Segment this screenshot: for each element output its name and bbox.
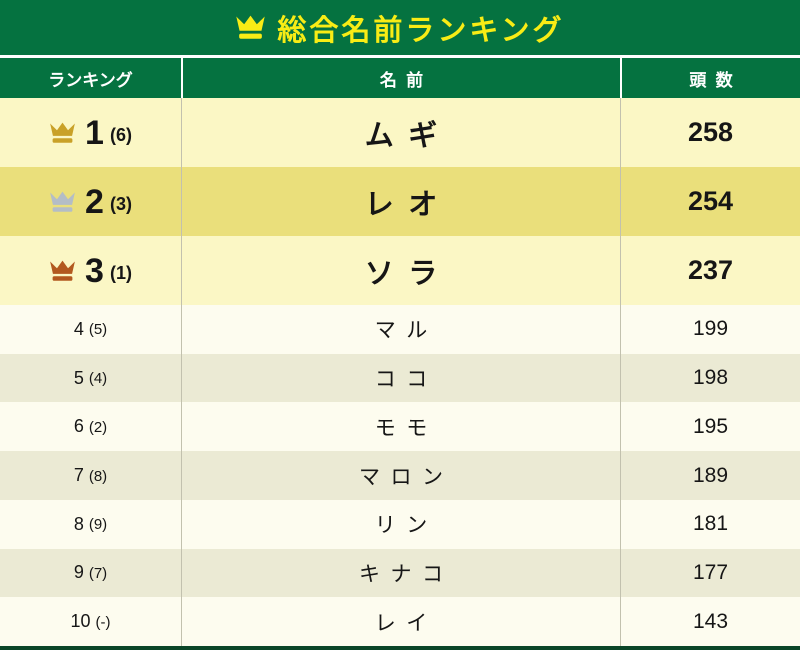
crown-icon [236,15,266,39]
count-cell: 237 [620,236,800,305]
head-count: 258 [687,117,734,147]
crown-gold-icon [50,122,75,143]
pet-name: キナコ [359,562,454,586]
pet-name: マロン [359,465,454,489]
count-cell: 198 [620,353,800,403]
head-count: 181 [692,512,729,536]
table-row: 1 (6) ムギ 258 [0,98,800,167]
previous-rank: (8) [88,467,108,485]
name-cell: ムギ [181,98,620,167]
divider-line [0,55,800,58]
head-count: 198 [692,366,729,390]
column-header-count-label: 頭数 [689,70,743,90]
rank-cell: 7 (8) [0,451,181,500]
pet-name: ココ [374,368,438,392]
crown-silver-icon [50,191,75,212]
head-count: 195 [692,414,729,438]
table-row: 6 (2) モモ 195 [0,402,800,452]
head-count: 254 [687,186,734,216]
head-count: 199 [692,317,729,341]
pet-name: ムギ [364,119,452,152]
name-cell: レオ [181,167,620,236]
rank-number: 5 [73,367,84,388]
count-cell: 199 [620,305,800,354]
rank-number: 7 [73,465,84,486]
rank-number: 10 [70,611,91,632]
pet-name: ソラ [364,257,452,290]
name-cell: ココ [181,353,620,403]
previous-rank: (5) [88,321,108,339]
pet-name: リン [374,514,438,538]
rank-4-10-rows: 4 (5) マル 199 5 (4) ココ 198 6 (2) モモ 195 7 (8) マロン 189 8 (9… [0,305,800,647]
column-header-rank-label: ランキング [48,70,133,90]
count-cell: 177 [620,548,800,598]
count-cell: 258 [620,98,800,167]
table-row: 2 (3) レオ 254 [0,167,800,236]
rank-number: 6 [73,416,84,437]
head-count: 237 [687,255,734,285]
previous-rank: (3) [109,194,132,214]
pet-name: レオ [364,188,452,221]
name-cell: ソラ [181,236,620,305]
rank-cell: 3 (1) [0,236,181,305]
page-title: 総合名前ランキング [277,14,565,47]
crown-bronze-icon [50,260,75,281]
count-cell: 195 [620,402,800,452]
count-cell: 189 [620,451,800,500]
title-bar: 総合名前ランキング [0,0,800,55]
rank-number: 3 [85,251,104,290]
name-cell: キナコ [181,548,620,598]
rank-number: 9 [73,562,84,583]
head-count: 143 [692,609,729,633]
table-header-row: ランキング 名前 頭数 [0,58,800,98]
head-count: 189 [692,463,729,487]
table-row: 7 (8) マロン 189 [0,451,800,500]
rank-cell: 5 (4) [0,354,181,403]
column-header-name: 名前 [181,58,620,98]
rank-cell: 2 (3) [0,167,181,236]
bottom-border-bar [0,646,800,650]
rank-cell: 9 (7) [0,549,181,598]
name-cell: モモ [181,402,620,452]
table-row: 8 (9) リン 181 [0,499,800,549]
previous-rank: (2) [88,418,108,436]
rank-number: 1 [85,113,104,152]
previous-rank: (9) [88,516,108,534]
name-cell: マロン [181,451,620,500]
name-cell: レイ [181,597,620,647]
count-cell: 143 [620,597,800,647]
rank-number: 4 [73,318,84,339]
rank-cell: 10 (-) [0,597,181,646]
column-header-count: 頭数 [620,58,800,98]
count-cell: 181 [620,499,800,549]
name-cell: マル [181,305,620,354]
pet-name: モモ [374,416,438,440]
rank-number: 8 [73,513,84,534]
column-header-rank: ランキング [0,58,181,98]
previous-rank: (4) [88,370,108,388]
top-three-rows: 1 (6) ムギ 258 2 (3) レオ 254 3 (1) ソラ 237 [0,98,800,305]
previous-rank: (1) [109,263,132,283]
count-cell: 254 [620,167,800,236]
table-row: 5 (4) ココ 198 [0,353,800,403]
rank-cell: 8 (9) [0,500,181,549]
rank-cell: 4 (5) [0,305,181,354]
table-row: 3 (1) ソラ 237 [0,236,800,305]
table-row: 9 (7) キナコ 177 [0,548,800,598]
table-row: 4 (5) マル 199 [0,305,800,354]
rank-cell: 6 (2) [0,402,181,451]
head-count: 177 [692,560,729,584]
previous-rank: (6) [109,125,132,145]
pet-name: マル [374,319,438,343]
name-cell: リン [181,499,620,549]
previous-rank: (7) [88,564,108,582]
rank-number: 2 [85,182,104,221]
rank-cell: 1 (6) [0,98,181,167]
column-header-name-label: 名前 [379,70,433,90]
table-row: 10 (-) レイ 143 [0,597,800,647]
previous-rank: (-) [95,613,111,631]
pet-name: レイ [374,611,438,635]
